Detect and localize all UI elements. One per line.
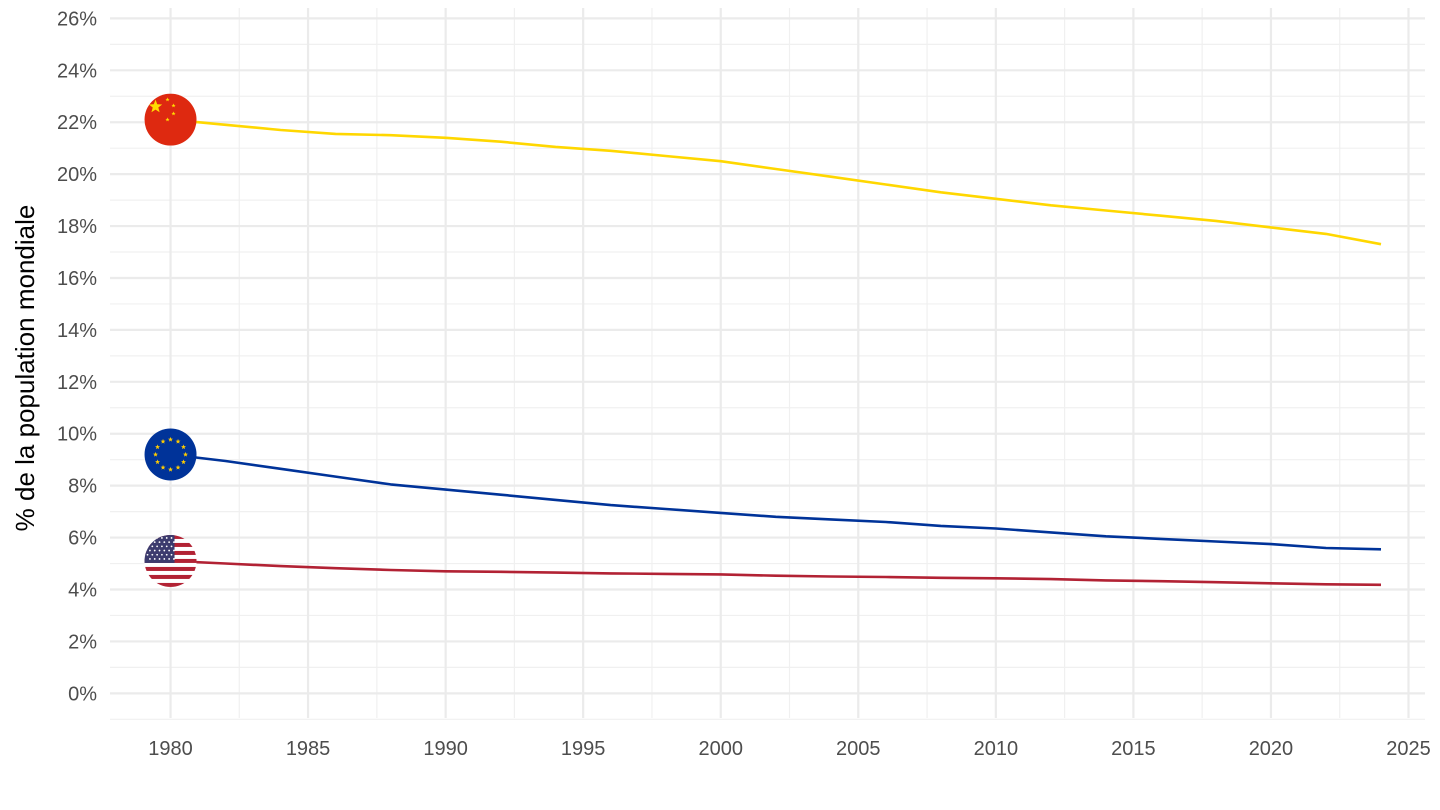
y-tick-label: 12% bbox=[57, 372, 97, 394]
y-tick-label: 0% bbox=[68, 683, 97, 705]
series-line-2 bbox=[170, 453, 1382, 551]
y-tick-label: 26% bbox=[57, 8, 97, 30]
x-tick-label: 2020 bbox=[1249, 738, 1294, 760]
major-gridlines bbox=[110, 8, 1425, 718]
usa-stripe bbox=[144, 574, 197, 579]
y-tick-label: 16% bbox=[57, 268, 97, 290]
y-tick-label: 24% bbox=[57, 60, 97, 82]
y-tick-label: 4% bbox=[68, 579, 97, 601]
x-tick-label: 2005 bbox=[836, 738, 881, 760]
eu-star bbox=[183, 451, 188, 457]
y-tick-label: 8% bbox=[68, 476, 97, 498]
x-tick-label: 1995 bbox=[561, 738, 606, 760]
y-tick-label: 20% bbox=[57, 164, 97, 186]
x-tick-label: 1985 bbox=[286, 738, 331, 760]
y-tick-label: 18% bbox=[57, 216, 97, 238]
usa-flag-icon bbox=[144, 534, 197, 587]
series-line-1 bbox=[170, 118, 1382, 246]
y-axis-tick-labels: 0% 2% 4% 6% 8% 10% 12% 14% 16% 18% 20% 22% 24% 26% bbox=[57, 8, 97, 705]
y-tick-label: 6% bbox=[68, 528, 97, 550]
minor-gridlines bbox=[110, 8, 1425, 720]
x-tick-label: 1980 bbox=[148, 738, 193, 760]
eu-flag-icon bbox=[144, 428, 197, 481]
china-small-star bbox=[165, 117, 170, 122]
china-small-star bbox=[171, 103, 176, 108]
usa-stripe bbox=[144, 566, 197, 571]
y-tick-label: 14% bbox=[57, 320, 97, 342]
eu-star bbox=[175, 438, 181, 444]
eu-star bbox=[175, 464, 181, 470]
series-lines bbox=[170, 118, 1382, 587]
usa-stripe bbox=[144, 582, 197, 587]
eu-star bbox=[168, 436, 173, 442]
eu-star bbox=[153, 451, 158, 457]
china-small-star bbox=[165, 97, 170, 102]
y-tick-label: 22% bbox=[57, 112, 97, 134]
china-big-star bbox=[148, 99, 163, 113]
y-tick-label: 2% bbox=[68, 631, 97, 653]
y-axis-title: % de la population mondiale bbox=[10, 205, 40, 532]
eu-star bbox=[155, 459, 161, 465]
eu-star bbox=[168, 466, 173, 472]
x-tick-label: 1990 bbox=[423, 738, 468, 760]
flag-markers bbox=[144, 93, 197, 587]
x-tick-label: 2010 bbox=[974, 738, 1019, 760]
series-line-3 bbox=[170, 559, 1382, 587]
eu-star bbox=[155, 444, 161, 450]
x-axis-tick-labels: 1980 1985 1990 1995 2000 2005 2010 2015 2020 2025 bbox=[148, 738, 1430, 760]
eu-star bbox=[160, 438, 166, 444]
x-tick-label: 2015 bbox=[1111, 738, 1156, 760]
china-small-star bbox=[171, 111, 176, 116]
eu-star bbox=[160, 464, 166, 470]
china-flag-icon bbox=[144, 93, 197, 146]
eu-star bbox=[181, 459, 186, 465]
y-tick-label: 10% bbox=[57, 424, 97, 446]
x-tick-label: 2025 bbox=[1386, 738, 1431, 760]
eu-star bbox=[181, 444, 186, 450]
x-tick-label: 2000 bbox=[698, 738, 743, 760]
